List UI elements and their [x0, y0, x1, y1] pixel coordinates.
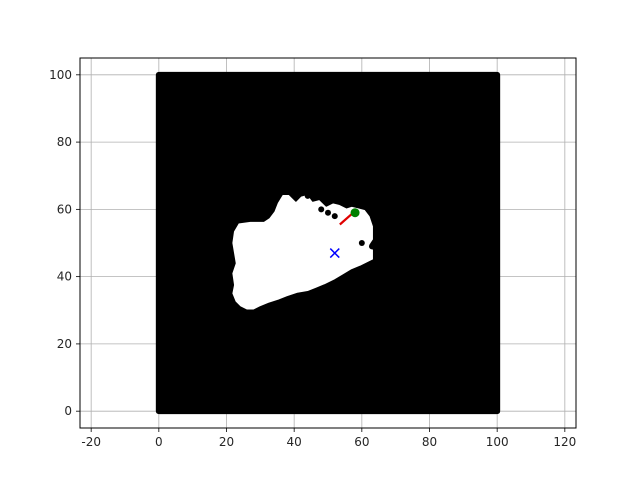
- x-tick-label: 60: [354, 435, 369, 449]
- occupied-point: [368, 243, 375, 250]
- axes-frame: [79, 57, 577, 429]
- occupied-point: [325, 209, 331, 216]
- occupied-point: [358, 240, 365, 246]
- x-tick-label: 80: [422, 435, 437, 449]
- y-tick-label: 80: [57, 135, 72, 149]
- occupied-point: [318, 206, 325, 213]
- x-tick-label: 0: [155, 435, 163, 449]
- green-circle-marker: [350, 208, 360, 218]
- free-space-region: [230, 193, 375, 312]
- y-tick-label: 60: [57, 202, 72, 216]
- axis-ticks: -20 0 20 40 60 80 100 120 0 20 40 60 80 100: [49, 68, 576, 449]
- occupied-point: [304, 192, 311, 199]
- x-tick-label: 100: [486, 435, 509, 449]
- occupied-point: [331, 213, 338, 220]
- blue-x-marker: [329, 248, 340, 259]
- y-tick-label: 0: [64, 404, 72, 418]
- data-marks: [155, 71, 501, 415]
- y-tick-label: 40: [57, 270, 72, 284]
- x-tick-label: -20: [81, 435, 101, 449]
- y-tick-label: 100: [49, 68, 72, 82]
- x-tick-label: 20: [219, 435, 234, 449]
- y-tick-label: 20: [57, 337, 72, 351]
- x-tick-label: 40: [287, 435, 302, 449]
- x-tick-label: 120: [553, 435, 576, 449]
